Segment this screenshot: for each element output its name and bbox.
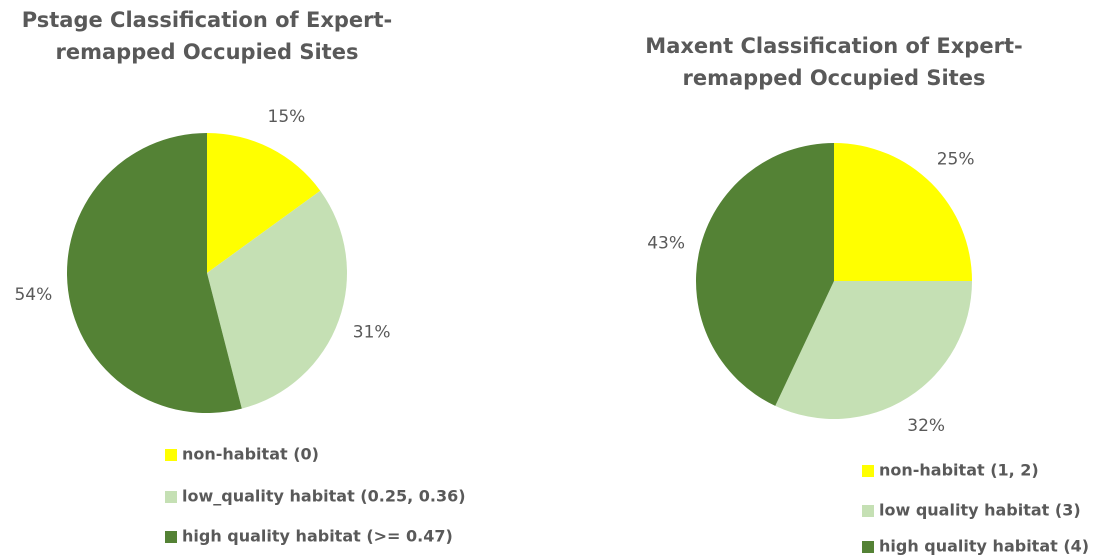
legend-label: non-habitat (0) xyxy=(182,445,319,464)
pie-slice xyxy=(775,281,972,420)
data-label: 15% xyxy=(268,107,306,127)
data-label: 32% xyxy=(907,416,945,436)
pie-slice xyxy=(207,190,347,409)
legend-label: non-habitat (1, 2) xyxy=(879,461,1039,480)
data-label: 43% xyxy=(647,233,685,253)
legend-swatch xyxy=(165,491,177,503)
data-label: 25% xyxy=(937,149,975,169)
legend-swatch xyxy=(165,449,177,461)
legend-label: high quality habitat (4) xyxy=(879,537,1089,556)
data-label: 31% xyxy=(353,322,391,342)
data-label: 54% xyxy=(14,285,52,305)
pie-slice xyxy=(834,143,972,281)
pie-slice xyxy=(66,133,242,413)
legend-label: high quality habitat (>= 0.47) xyxy=(182,527,453,546)
legend-swatch xyxy=(862,505,874,517)
pie-slice xyxy=(695,143,834,406)
chart-title: Pstage Classification of Expert-remapped… xyxy=(21,8,393,64)
legend-swatch xyxy=(862,541,874,553)
legend-label: low quality habitat (3) xyxy=(879,501,1081,520)
legend-label: low_quality habitat (0.25, 0.36) xyxy=(182,487,466,506)
legend-swatch xyxy=(862,465,874,477)
legend-swatch xyxy=(165,531,177,543)
chart-title: Maxent Classification of Expert-remapped… xyxy=(645,34,1023,90)
pie-slice xyxy=(207,133,321,273)
